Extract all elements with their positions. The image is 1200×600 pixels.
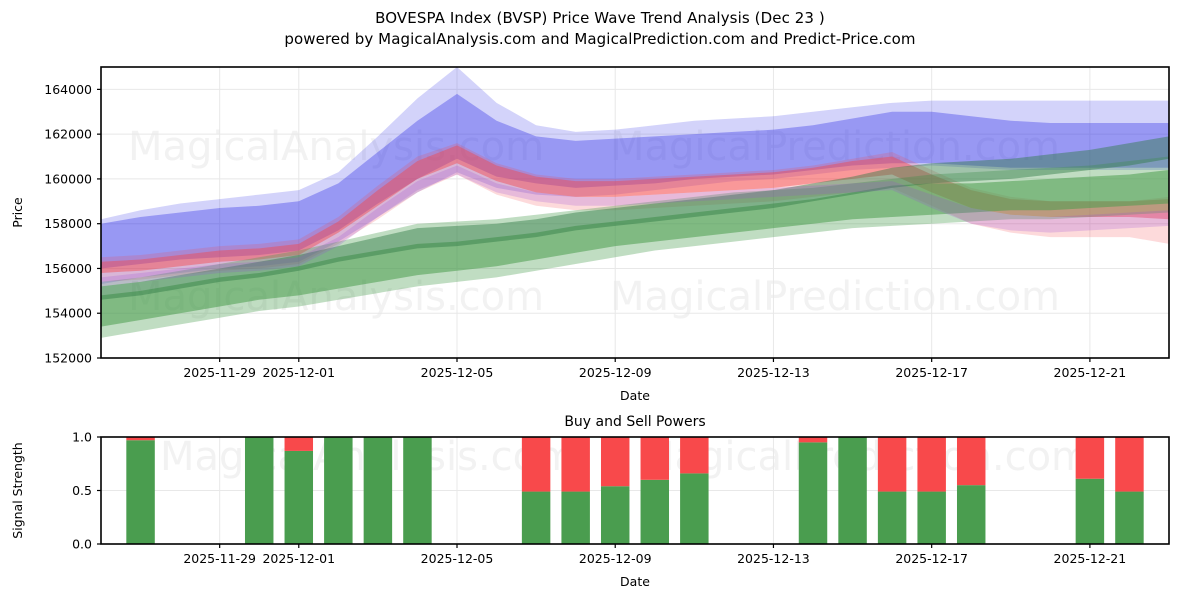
signal-xtick-label: 2025-11-29 [183, 551, 256, 566]
signal-bar-buy [640, 479, 670, 544]
signal-bar-sell [640, 437, 670, 480]
signal-bar-buy [917, 491, 946, 544]
signal-xtick-label: 2025-12-09 [579, 551, 652, 566]
price-ytick-label: 160000 [44, 171, 92, 186]
signal-bar-sell [1115, 437, 1144, 492]
watermark-label: MagicalPrediction.com [610, 124, 1060, 170]
watermark-label: MagicalPrediction.com [610, 274, 1060, 320]
price-x-axis-label: Date [620, 388, 650, 403]
signal-bar-buy [1115, 491, 1144, 544]
price-ytick-label: 158000 [44, 216, 92, 231]
signal-bar-buy [798, 442, 828, 544]
price-ytick-label: 152000 [44, 351, 92, 366]
signal-chart-title: Buy and Sell Powers [564, 414, 705, 430]
price-xtick-label: 2025-12-09 [579, 365, 652, 380]
signal-ytick-label: 0.0 [72, 537, 92, 552]
signal-bar-buy [680, 473, 709, 544]
signal-ytick-label: 1.0 [72, 430, 92, 445]
signal-bar-sell [798, 437, 828, 443]
price-xtick-label: 2025-11-29 [183, 365, 256, 380]
price-band-blue-band-outer [101, 67, 1169, 285]
price-chart-panel: 152000 154000 156000 158000 160000 162000 1640… [10, 66, 1170, 403]
signal-bar-buy [877, 491, 907, 544]
signal-bar-buy [324, 437, 353, 544]
signal-bar-buy [284, 450, 314, 544]
signal-bar-sell [917, 437, 946, 492]
signal-xtick-label: 2025-12-17 [895, 551, 968, 566]
signal-bar-buy [403, 437, 432, 544]
signal-bar-sell [877, 437, 907, 492]
signal-bar-sell [1075, 437, 1105, 479]
price-axes-frame [100, 66, 1170, 359]
watermark-label: MagicalAnalysis.com [128, 124, 544, 170]
signal-chart-panel: Buy and Sell Powers 0.0 0.5 1.0 2025-11-29 20… [10, 414, 1170, 589]
signal-xtick-label: 2025-12-13 [737, 551, 810, 566]
signal-ytick-label: 0.5 [72, 483, 92, 498]
signal-xtick-label: 2025-12-05 [421, 551, 494, 566]
signal-x-axis-label: Date [620, 574, 650, 589]
signal-xtick-label: 2025-12-21 [1054, 551, 1127, 566]
price-band-green-band-inner [101, 169, 1169, 327]
price-band-purple-overlay-right [101, 165, 1169, 287]
signal-bar-buy [1075, 478, 1105, 544]
signal-bar-sell [561, 437, 590, 492]
price-ytick-label: 156000 [44, 261, 92, 276]
signal-bar-sell [521, 437, 551, 492]
signal-bar-buy [561, 491, 590, 544]
signal-bar-sell [126, 437, 155, 441]
signal-bar-buy [244, 437, 274, 544]
price-ytick-label: 154000 [44, 306, 92, 321]
signal-bar-sell [680, 437, 709, 474]
price-xtick-label: 2025-12-17 [895, 365, 968, 380]
price-y-axis-label: Price [10, 197, 25, 228]
price-ytick-label: 164000 [44, 82, 92, 97]
signal-xtick-label: 2025-12-01 [262, 551, 335, 566]
price-xtick-label: 2025-12-13 [737, 365, 810, 380]
price-ytick-label: 162000 [44, 127, 92, 142]
price-band-red-band-outer [101, 143, 1169, 282]
signal-bar-buy [521, 491, 551, 544]
price-band-group [101, 67, 1169, 338]
signal-bar-buy [956, 485, 986, 544]
signal-bar-sell [284, 437, 314, 451]
signal-y-axis-label: Signal Strength [10, 442, 25, 538]
price-xtick-label: 2025-12-01 [262, 365, 335, 380]
signal-bar-buy [838, 437, 867, 544]
signal-bar-buy [600, 486, 630, 544]
price-xtick-label: 2025-12-21 [1054, 365, 1127, 380]
signal-bar-sell [600, 437, 630, 487]
signal-bar-buy [126, 440, 155, 544]
price-band-blue-band-inner [101, 93, 1169, 269]
signal-bar-sell [956, 437, 986, 486]
signal-bars-group [126, 437, 1144, 544]
price-xtick-label: 2025-12-05 [421, 365, 494, 380]
signal-bar-buy [363, 437, 393, 544]
price-band-green-band-upper-shift [101, 136, 1169, 300]
price-band-red-band-inner [101, 145, 1169, 273]
